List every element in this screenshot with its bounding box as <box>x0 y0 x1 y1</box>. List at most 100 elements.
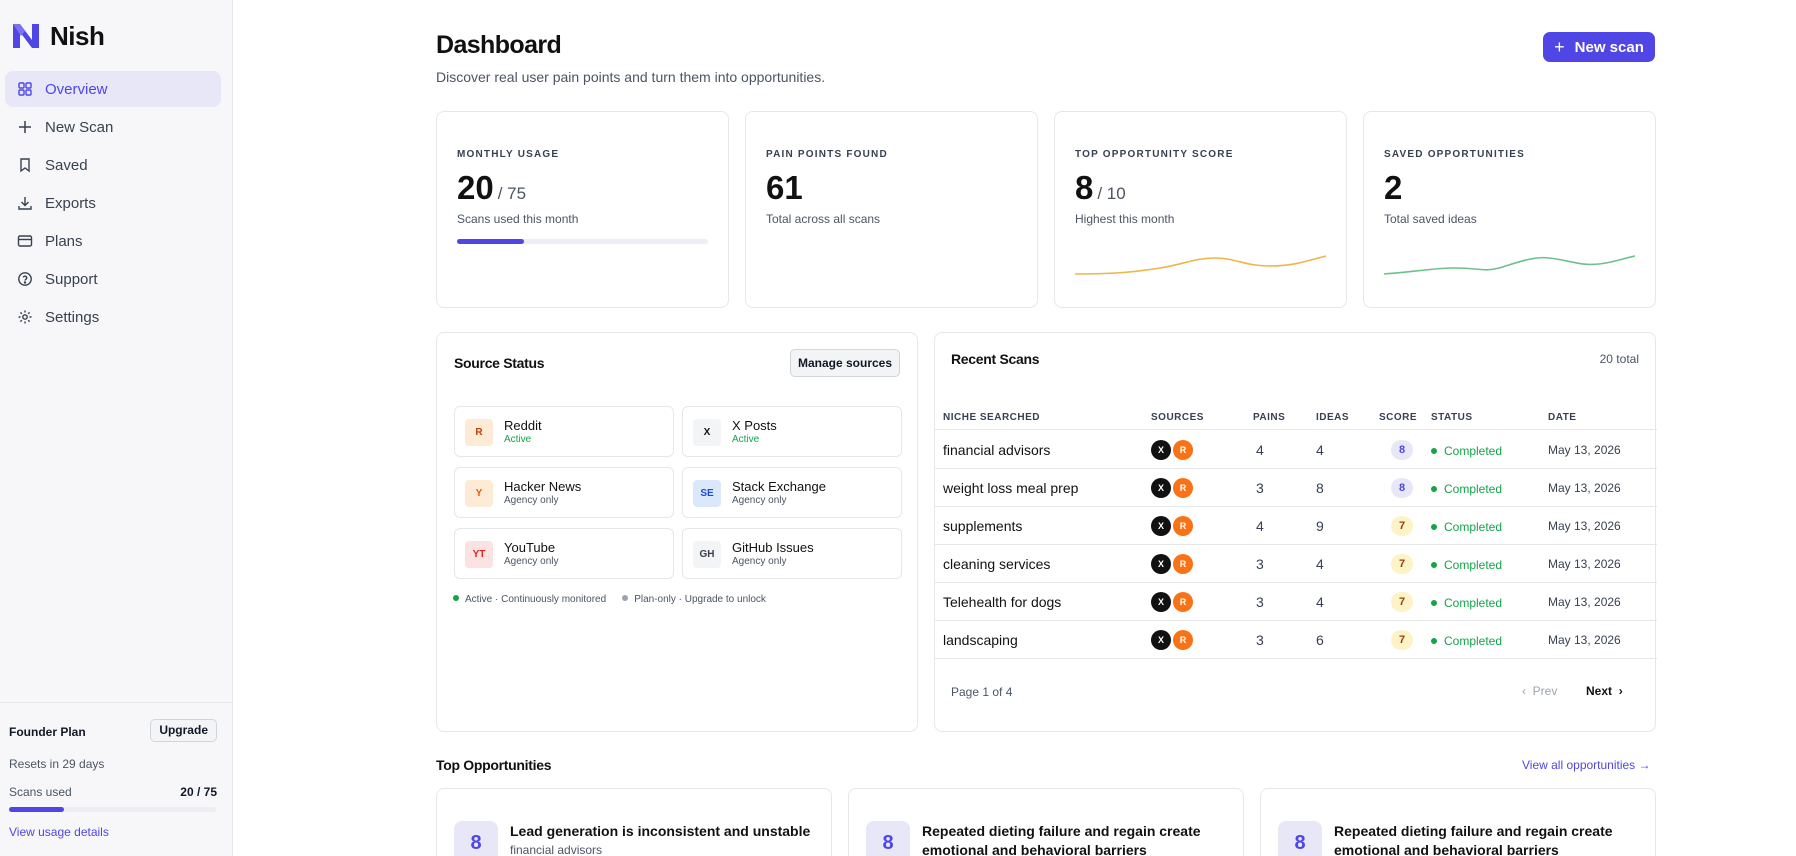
niche-cell: Telehealth for dogs <box>943 594 1062 610</box>
source-youtube[interactable]: YT YouTube Agency only <box>454 528 674 579</box>
ideas-cell: 8 <box>1316 480 1324 496</box>
sidebar-item-new-scan[interactable]: New Scan <box>5 109 221 145</box>
score-badge: 8 <box>1391 440 1413 460</box>
opportunity-card[interactable]: 8 Lead generation is inconsistent and un… <box>436 788 832 856</box>
table-row[interactable]: landscaping X R 3 6 7 Completed May 13, 2026 <box>935 621 1657 659</box>
column-header[interactable]: PAINS <box>1253 412 1286 423</box>
table-row[interactable]: financial advisors X R 4 4 8 Completed May 13, … <box>935 431 1657 469</box>
table-row[interactable]: supplements X R 4 9 7 Completed May 13, 2026 <box>935 507 1657 545</box>
youtube-icon: YT <box>465 541 493 568</box>
prev-button[interactable]: ‹ Prev <box>1522 684 1557 698</box>
brand-name: Nish <box>50 20 105 51</box>
table-row[interactable]: weight loss meal prep X R 3 8 8 Completed May 1… <box>935 469 1657 507</box>
table-row[interactable]: Telehealth for dogs X R 3 4 7 Completed May 13,… <box>935 583 1657 621</box>
column-header[interactable]: STATUS <box>1431 412 1473 423</box>
status-text: Completed <box>1444 634 1503 648</box>
stack-exchange-icon: SE <box>693 480 721 507</box>
sidebar-item-settings[interactable]: Settings <box>5 299 221 335</box>
niche-cell: weight loss meal prep <box>943 480 1079 496</box>
opportunity-card[interactable]: 8 Repeated dieting failure and regain cr… <box>848 788 1244 856</box>
stat-subtext: Scans used this month <box>457 212 579 226</box>
x-source-icon: X <box>1151 516 1171 536</box>
source-status: Agency only <box>504 495 559 506</box>
sidebar-item-label: New Scan <box>45 118 114 136</box>
stat-denominator: / 10 <box>1097 184 1126 203</box>
opportunity-title: Repeated dieting failure and regain crea… <box>922 823 1201 856</box>
x-source-icon: X <box>1151 630 1171 650</box>
source-status: Agency only <box>504 556 559 567</box>
sidebar-item-saved[interactable]: Saved <box>5 147 221 183</box>
manage-sources-button[interactable]: Manage sources <box>790 349 900 377</box>
column-header[interactable]: SCORE <box>1379 412 1418 423</box>
sparkline-top-score <box>1075 255 1326 275</box>
prev-label: Prev <box>1532 684 1558 698</box>
chevron-right-icon: › <box>1618 684 1623 698</box>
legend-plan-text: Plan-only · Upgrade to unlock <box>634 594 766 605</box>
new-scan-button[interactable]: + New scan <box>1543 32 1655 62</box>
source-legend: Active · Continuously monitored Plan-onl… <box>453 594 766 605</box>
opportunity-score: 8 <box>1278 821 1322 856</box>
next-button[interactable]: Next › <box>1586 684 1623 698</box>
source-x-posts[interactable]: X X Posts Active <box>682 406 902 457</box>
status-text: Completed <box>1444 482 1503 496</box>
ideas-cell: 4 <box>1316 442 1324 458</box>
source-status: Active <box>504 434 532 445</box>
source-status: Active <box>732 434 760 445</box>
stat-value: 61 <box>766 169 803 207</box>
view-all-opportunities-link[interactable]: View all opportunities → <box>1522 758 1651 772</box>
legend-active-text: Active · Continuously monitored <box>465 594 607 605</box>
sidebar-nav: Overview New Scan Saved Exports <box>5 71 221 337</box>
date-cell: May 13, 2026 <box>1548 633 1621 647</box>
stat-label: Monthly Usage <box>457 149 560 160</box>
legend-plan: Plan-only · Upgrade to unlock <box>622 594 766 605</box>
x-source-icon: X <box>1151 592 1171 612</box>
view-usage-link[interactable]: View usage details <box>9 825 109 839</box>
recent-scans-panel: Recent Scans 20 total NICHE SEARCHED SOU… <box>934 332 1657 732</box>
upgrade-button[interactable]: Upgrade <box>150 719 217 742</box>
date-cell: May 13, 2026 <box>1548 519 1621 533</box>
sidebar-item-label: Overview <box>45 80 108 98</box>
brand[interactable]: Nish <box>10 18 105 54</box>
table-row[interactable]: cleaning services X R 3 4 7 Completed May 13, 2… <box>935 545 1657 583</box>
pains-cell: 4 <box>1256 442 1264 458</box>
stat-card-monthly-usage: Monthly Usage 20 / 75 Scans used this mo… <box>436 111 729 308</box>
column-header[interactable]: IDEAS <box>1316 412 1350 423</box>
column-header[interactable]: SOURCES <box>1151 412 1204 423</box>
score-badge: 7 <box>1391 554 1413 574</box>
source-github-issues[interactable]: GH GitHub Issues Agency only <box>682 528 902 579</box>
niche-cell: financial advisors <box>943 442 1051 458</box>
grid-icon <box>17 81 33 97</box>
pains-cell: 4 <box>1256 518 1264 534</box>
opportunity-score: 8 <box>866 821 910 856</box>
gear-icon <box>17 309 33 325</box>
source-stack-exchange[interactable]: SE Stack Exchange Agency only <box>682 467 902 518</box>
column-header[interactable]: DATE <box>1548 412 1577 423</box>
legend-active: Active · Continuously monitored <box>453 594 606 605</box>
source-status: Agency only <box>732 495 787 506</box>
bookmark-icon <box>17 157 33 173</box>
source-name: X Posts <box>732 418 777 433</box>
status-badge: Completed <box>1431 634 1502 648</box>
source-hacker-news[interactable]: Y Hacker News Agency only <box>454 467 674 518</box>
sidebar-item-label: Settings <box>45 308 100 326</box>
source-reddit[interactable]: R Reddit Active <box>454 406 674 457</box>
reddit-source-icon: R <box>1173 440 1193 460</box>
sidebar-item-plans[interactable]: Plans <box>5 223 221 259</box>
source-status: Agency only <box>732 556 787 567</box>
opportunity-card[interactable]: 8 Repeated dieting failure and regain cr… <box>1260 788 1656 856</box>
score-badge: 7 <box>1391 516 1413 536</box>
sidebar-item-overview[interactable]: Overview <box>5 71 221 107</box>
sidebar-item-support[interactable]: Support <box>5 261 221 297</box>
score-badge: 7 <box>1391 630 1413 650</box>
stat-subtext: Total saved ideas <box>1384 212 1477 226</box>
sidebar-item-exports[interactable]: Exports <box>5 185 221 221</box>
column-header[interactable]: NICHE SEARCHED <box>943 412 1041 423</box>
pains-cell: 3 <box>1256 556 1264 572</box>
help-icon <box>17 271 33 287</box>
plan-box: Founder Plan Upgrade Resets in 29 days S… <box>0 702 233 856</box>
